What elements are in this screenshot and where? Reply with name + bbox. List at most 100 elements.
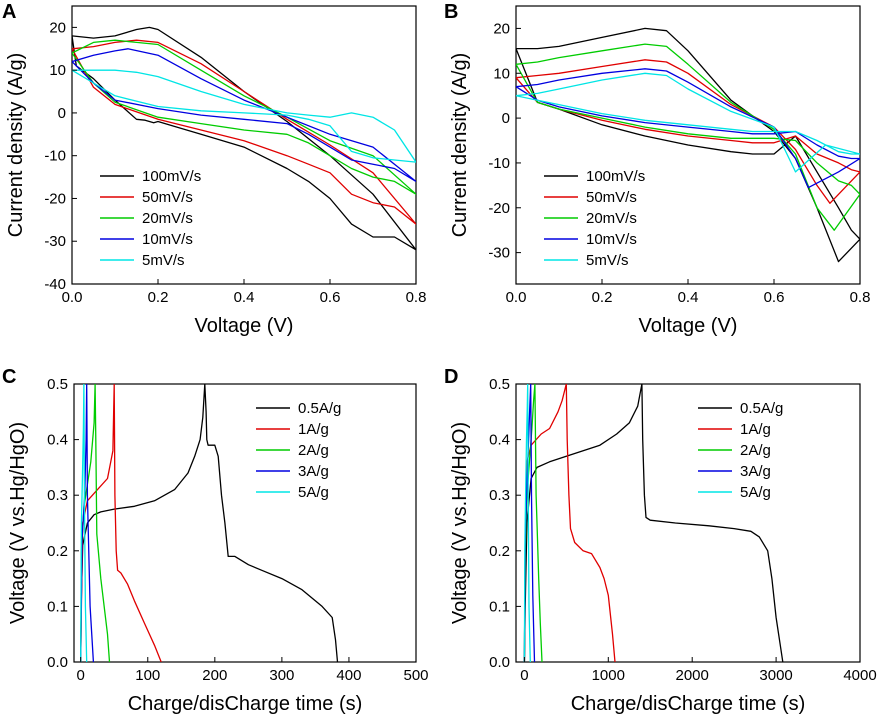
- panel-a-ytick-label: 10: [49, 62, 66, 79]
- panel-a-ytick-label: -20: [44, 190, 66, 207]
- panel-a-ytick-label: -40: [44, 276, 66, 293]
- panel-d-series-line-1: [523, 384, 784, 662]
- panel-c-series-line-1: [80, 384, 339, 662]
- panel-b-series-line-1: [516, 27, 860, 263]
- panel-d-legend-label-1: 0.5A/g: [740, 400, 783, 417]
- panel-c-ytick-label: 0.4: [47, 432, 68, 449]
- panel-b-xtick-label: 0.4: [678, 289, 699, 306]
- panel-b-legend-label-5: 5mV/s: [586, 252, 629, 269]
- panel-d-legend-label-3: 2A/g: [740, 442, 771, 459]
- panel-c-xlabel: Charge/disCharge time (s): [128, 693, 363, 715]
- panel-b-cv-chart: 0.0 0.2 0.4 0.6 0.8 -30 -20 -10 0 10 20 Voltage (V)…: [449, 5, 871, 337]
- panel-b-series-line-3: [516, 43, 860, 231]
- panel-b-legend-label-3: 20mV/s: [586, 210, 637, 227]
- panel-d-xtick-label: 1000: [592, 667, 625, 684]
- panel-c-xtick-label: 500: [403, 667, 428, 684]
- panel-b-xtick-label: 0.0: [506, 289, 527, 306]
- panel-c-legend-label-5: 5A/g: [298, 484, 329, 501]
- panel-b-ytick-label: 20: [493, 20, 510, 37]
- panel-a-legend-label-4: 10mV/s: [142, 231, 193, 248]
- panel-d-ylabel: Voltage (V vs.Hg/HgO): [449, 422, 471, 624]
- panel-b-series-line-4: [516, 68, 860, 189]
- panel-d-xtick-label: 0: [520, 667, 528, 684]
- panel-c-legend-label-3: 2A/g: [298, 442, 329, 459]
- panel-letter-c: C: [2, 366, 16, 388]
- panel-a-ytick-label: 20: [49, 19, 66, 36]
- panel-b-xlabel: Voltage (V): [639, 315, 738, 337]
- panel-b-ytick-label: 0: [502, 110, 510, 127]
- panel-d-legend-label-5: 5A/g: [740, 484, 771, 501]
- panel-a-ytick-label: -10: [44, 148, 66, 165]
- panel-c-ylabel: Voltage (V vs.Hg/HgO): [7, 422, 29, 624]
- panel-a-xtick-label: 0.2: [148, 289, 169, 306]
- panel-a-xtick-label: 0.8: [406, 289, 427, 306]
- panel-c-ytick-label: 0.2: [47, 543, 68, 560]
- panel-d-legend-label-2: 1A/g: [740, 421, 771, 438]
- panel-a-series-line-4: [72, 48, 416, 183]
- panel-a-ytick-label: 0: [58, 105, 66, 122]
- panel-d-xtick-label: 2000: [676, 667, 709, 684]
- panel-c-frame: [73, 383, 417, 663]
- panel-c-series-line-5: [80, 384, 88, 662]
- panel-c-ytick-label: 0.0: [47, 654, 68, 671]
- panel-a-series-line-1: [72, 26, 416, 251]
- panel-b-legend-label-4: 10mV/s: [586, 231, 637, 248]
- panel-d-ytick-label: 0.3: [489, 487, 510, 504]
- panel-d-series-line-5: [523, 384, 531, 662]
- panel-b-ylabel: Current density (A/g): [449, 53, 471, 238]
- panel-c-gcd-chart: 0 100 200 300 400 500 0.0 0.1 0.2 0.3 0.4 0.5 Charge…: [7, 376, 429, 715]
- panel-c-ytick-label: 0.1: [47, 598, 68, 615]
- panel-d-frame: [515, 383, 861, 663]
- panel-b-legend-label-2: 50mV/s: [586, 189, 637, 206]
- panel-d-gcd-chart: 0 1000 2000 3000 4000 0.0 0.1 0.2 0.3 0.4 0.5 Charg…: [449, 376, 877, 715]
- panel-b-legend-label-1: 100mV/s: [586, 168, 645, 185]
- panel-c-xtick-label: 300: [269, 667, 294, 684]
- panel-c-xtick-label: 400: [336, 667, 361, 684]
- panel-d-ytick-label: 0.1: [489, 598, 510, 615]
- panel-c-ytick-label: 0.3: [47, 487, 68, 504]
- panel-c-series-group: [80, 384, 339, 662]
- panel-d-ytick-label: 0.5: [489, 376, 510, 393]
- panel-letter-d: D: [444, 366, 458, 388]
- panel-a-ytick-label: -30: [44, 233, 66, 250]
- panel-b-series-group: [516, 27, 860, 263]
- panel-d-series-group: [523, 384, 784, 662]
- panel-c-series-line-4: [80, 384, 95, 662]
- panel-a-ylabel: Current density (A/g): [5, 53, 27, 238]
- panel-c-legend-label-2: 1A/g: [298, 421, 329, 438]
- panel-d-xlabel: Charge/disCharge time (s): [571, 693, 806, 715]
- panel-a-legend-label-3: 20mV/s: [142, 210, 193, 227]
- panel-d-xtick-label: 3000: [759, 667, 792, 684]
- panel-a-series-line-3: [72, 39, 416, 195]
- panel-d-ytick-label: 0.4: [489, 432, 510, 449]
- panel-a-series-group: [72, 26, 416, 251]
- panel-b-xtick-label: 0.6: [764, 289, 785, 306]
- panel-c-xtick-label: 200: [202, 667, 227, 684]
- panel-c-legend-label-1: 0.5A/g: [298, 400, 341, 417]
- panel-letter-a: A: [2, 1, 16, 23]
- panel-d-legend-label-4: 3A/g: [740, 463, 771, 480]
- panel-d-ytick-label: 0.2: [489, 543, 510, 560]
- panel-b-series-line-2: [516, 59, 860, 204]
- panel-a-xtick-label: 0.0: [62, 289, 83, 306]
- panel-b-ytick-label: 10: [493, 65, 510, 82]
- panel-a-legend-label-2: 50mV/s: [142, 189, 193, 206]
- panel-b-ytick-label: -30: [488, 245, 510, 262]
- panel-c-ytick-label: 0.5: [47, 376, 68, 393]
- panel-b-ytick-label: -20: [488, 200, 510, 217]
- panel-a-xtick-label: 0.6: [320, 289, 341, 306]
- panel-b-xtick-label: 0.2: [592, 289, 613, 306]
- panel-a-xlabel: Voltage (V): [195, 315, 294, 337]
- panel-a-legend-label-1: 100mV/s: [142, 168, 201, 185]
- panel-c-legend-label-4: 3A/g: [298, 463, 329, 480]
- panel-b-xtick-label: 0.8: [850, 289, 871, 306]
- panel-a-legend-label-5: 5mV/s: [142, 252, 185, 269]
- panel-b-ytick-label: -10: [488, 155, 510, 172]
- panel-d-xtick-label: 4000: [843, 667, 876, 684]
- panel-a-series-line-2: [72, 39, 416, 225]
- panel-a-xtick-label: 0.4: [234, 289, 255, 306]
- panel-b-series-line-5: [516, 72, 860, 173]
- panel-a-series-line-5: [72, 69, 416, 163]
- panel-c-xtick-label: 0: [77, 667, 85, 684]
